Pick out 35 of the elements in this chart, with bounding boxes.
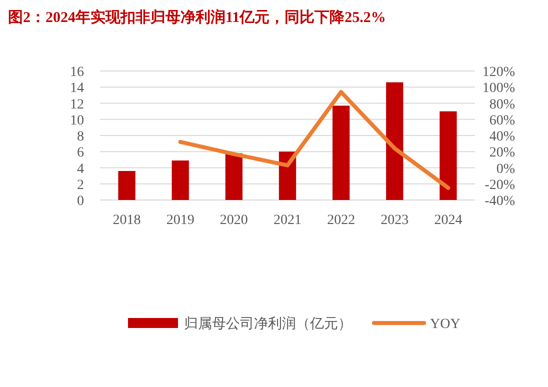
y-tick-label: 6 (77, 146, 84, 161)
x-tick-label: 2018 (112, 213, 141, 228)
bar (386, 82, 404, 200)
y2-tick-label: 40% (489, 130, 516, 144)
bar (118, 170, 136, 200)
bar (332, 106, 350, 200)
y-tick-label: 0 (77, 194, 84, 209)
y2-tick-label: 100% (482, 81, 516, 96)
y2-tick-label: 0% (496, 162, 516, 177)
x-tick-label: 2021 (274, 213, 302, 228)
y2-tick-label: 120% (482, 65, 516, 80)
y2-tick-label: 20% (489, 146, 516, 161)
y-tick-label: 4 (77, 162, 84, 177)
x-tick-label: 2022 (327, 213, 356, 228)
y2-tick-label: -20% (484, 178, 516, 193)
y2-tick-label: 60% (489, 113, 516, 128)
y2-tick-label: 80% (489, 97, 516, 112)
bar (172, 160, 189, 200)
y-tick-label: 14 (70, 81, 84, 96)
x-tick-label: 2019 (166, 213, 194, 228)
y-tick-label: 12 (70, 97, 84, 112)
x-tick-label: 2024 (434, 213, 462, 228)
bar (225, 153, 242, 200)
y-tick-label: 16 (70, 65, 84, 80)
chart-title: 图2：2024年实现扣非归母净利润11亿元，同比下降25.2% (8, 8, 386, 26)
y-tick-label: 10 (70, 113, 84, 128)
y2-tick-label: -40% (484, 194, 516, 209)
y-tick-label: 8 (77, 130, 84, 144)
line-series (178, 90, 450, 190)
x-tick-label: 2023 (380, 213, 409, 228)
bar (440, 111, 457, 200)
legend-label: YOY (430, 317, 460, 332)
y-tick-label: 2 (77, 178, 84, 193)
legend-label: 归属母公司净利润（亿元） (184, 316, 352, 332)
x-tick-label: 2020 (220, 213, 248, 228)
